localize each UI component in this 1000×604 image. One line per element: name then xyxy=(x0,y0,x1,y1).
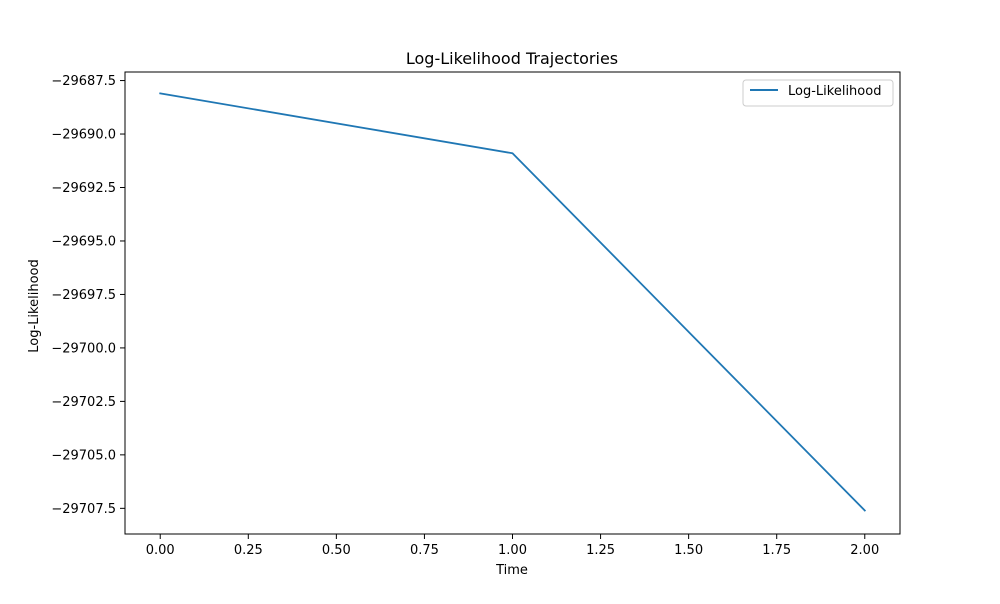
legend-box xyxy=(742,79,894,107)
y-tick-label: −29695.0 xyxy=(51,234,116,249)
x-tick-label: 0.75 xyxy=(410,543,439,558)
x-tick-label: 0.50 xyxy=(322,543,351,558)
x-tick-label: 2.00 xyxy=(850,543,879,558)
y-tick-label: −29700.0 xyxy=(51,341,116,356)
x-tick-label: 1.50 xyxy=(674,543,703,558)
legend-label: Log-Likelihood xyxy=(788,84,881,99)
x-tick-label: 1.75 xyxy=(762,543,791,558)
x-axis-label: Time xyxy=(495,563,528,578)
y-tick-label: −29690.0 xyxy=(51,128,116,143)
y-tick-label: −29707.5 xyxy=(51,502,116,517)
y-axis-label: Log-Likelihood xyxy=(27,259,42,352)
series-layer xyxy=(159,92,867,512)
series-line xyxy=(159,92,867,512)
y-tick-label: −29705.0 xyxy=(51,448,116,463)
y-tick-label: −29697.5 xyxy=(51,288,116,303)
ticks-layer: 0.00 0.25 0.50 0.75 1.00 1.25 1.50 1.75 2.00 −296… xyxy=(51,74,879,558)
x-tick-label: 1.25 xyxy=(586,543,615,558)
x-tick-label: 0.25 xyxy=(234,543,263,558)
legend: Log-Likelihood xyxy=(742,79,894,107)
chart-title: Log-Likelihood Trajectories xyxy=(406,49,618,68)
x-tick-label: 1.00 xyxy=(498,543,527,558)
y-tick-label: −29702.5 xyxy=(51,395,116,410)
x-tick-label: 0.00 xyxy=(146,543,175,558)
y-tick-label: −29687.5 xyxy=(51,74,116,89)
plot-frame xyxy=(124,71,901,535)
y-tick-label: −29692.5 xyxy=(51,181,116,196)
